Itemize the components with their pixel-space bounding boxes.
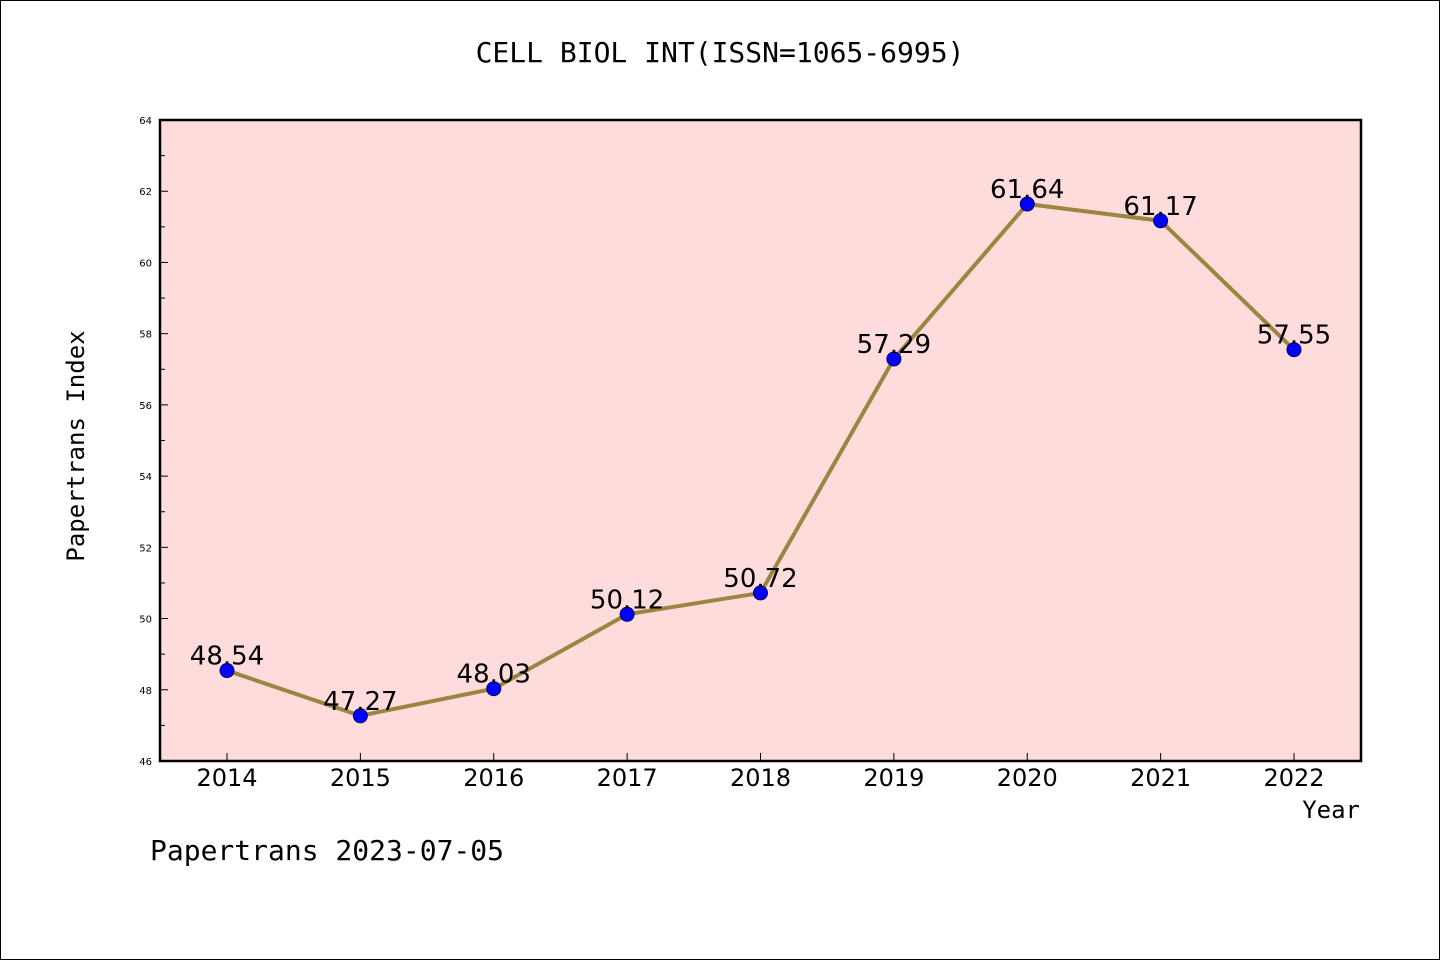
data-label: 57.29 — [857, 330, 931, 360]
data-point — [886, 351, 902, 367]
y-tick-label: 52 — [139, 543, 152, 554]
x-tick-label: 2017 — [597, 764, 658, 792]
x-tick-label: 2021 — [1130, 764, 1191, 792]
data-point — [352, 708, 368, 724]
y-tick-label: 64 — [139, 116, 152, 127]
data-label: 61.64 — [990, 175, 1064, 205]
x-tick-label: 2014 — [196, 764, 257, 792]
y-tick-label: 48 — [139, 686, 152, 697]
data-point — [1286, 342, 1302, 358]
x-tick-label: 2020 — [997, 764, 1058, 792]
data-point — [619, 606, 635, 622]
data-point — [1019, 196, 1035, 212]
x-tick-label: 2019 — [863, 764, 924, 792]
x-tick-label: 2018 — [730, 764, 791, 792]
x-tick-label: 2016 — [463, 764, 524, 792]
y-tick-label: 54 — [139, 472, 152, 483]
y-tick-label: 60 — [139, 258, 152, 269]
data-label: 48.03 — [457, 660, 531, 690]
footer-text: Papertrans 2023-07-05 — [150, 834, 505, 867]
x-tick-label: 2015 — [330, 764, 391, 792]
y-tick-label: 46 — [139, 757, 152, 768]
data-label: 57.55 — [1257, 321, 1331, 351]
plot-border — [158, 118, 1363, 763]
data-label: 61.17 — [1123, 192, 1197, 222]
data-point — [753, 585, 768, 601]
data-label: 47.27 — [323, 687, 397, 717]
y-tick-label: 62 — [139, 187, 152, 198]
x-tick-label: 2022 — [1263, 764, 1324, 792]
data-label: 50.12 — [590, 585, 664, 615]
x-axis-label: Year — [1302, 796, 1360, 824]
data-label: 48.54 — [190, 642, 264, 672]
data-point — [1153, 213, 1169, 229]
data-point — [486, 681, 502, 697]
y-tick-label: 56 — [139, 401, 152, 412]
y-tick-label: 50 — [139, 615, 152, 626]
chart-title: CELL BIOL INT(ISSN=1065-6995) — [475, 36, 965, 69]
data-point — [219, 663, 235, 679]
data-label: 50.72 — [723, 564, 797, 594]
y-tick-label: 58 — [139, 330, 152, 341]
